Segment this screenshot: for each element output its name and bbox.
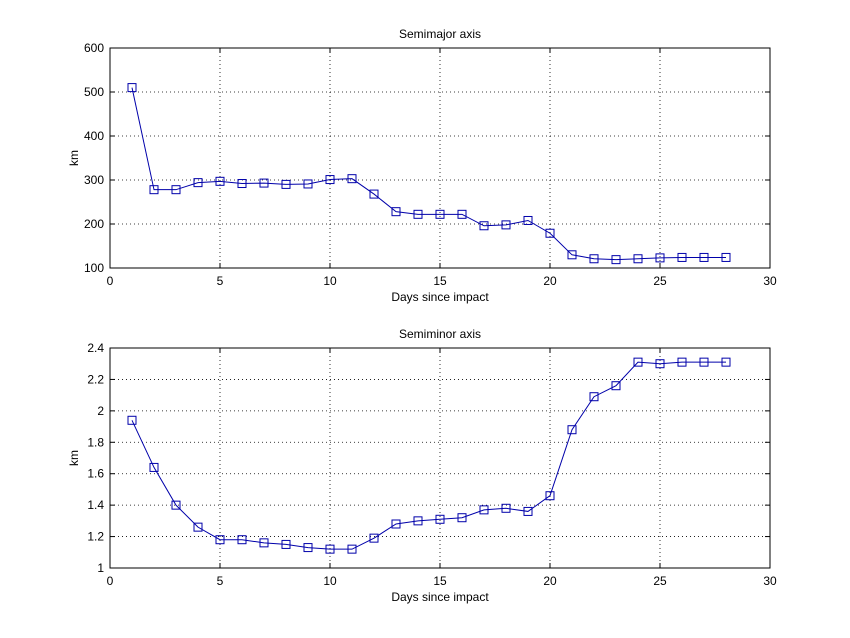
x-tick-label: 0 bbox=[107, 574, 114, 588]
x-axis-label: Days since impact bbox=[391, 590, 489, 604]
data-point-marker bbox=[413, 209, 423, 219]
y-axis-label: km bbox=[67, 150, 81, 166]
y-tick-label: 1.6 bbox=[87, 467, 104, 481]
semimajor-axis-chart: 0 5 10 15 20 25 30 100 200 300 400 500 600 Semimajor … bbox=[67, 27, 777, 304]
data-point-marker bbox=[171, 500, 181, 510]
y-tick-label: 100 bbox=[84, 261, 104, 275]
data-point-marker bbox=[655, 253, 665, 263]
semiminor-axis-chart: 0 5 10 15 20 25 30 1 1.2 1.4 1.6 1.8 2 2.2 2.4 Semimino… bbox=[67, 327, 777, 604]
y-tick-label: 1 bbox=[97, 561, 104, 575]
chart-title: Semiminor axis bbox=[399, 327, 481, 341]
data-point-marker bbox=[193, 178, 203, 188]
grid bbox=[110, 348, 770, 568]
data-point-marker bbox=[611, 381, 621, 391]
data-point-marker bbox=[127, 415, 137, 425]
y-tick-label: 1.8 bbox=[87, 435, 104, 449]
data-point-marker bbox=[259, 538, 269, 548]
data-point-marker bbox=[127, 83, 137, 93]
data-point-marker bbox=[413, 516, 423, 526]
series-line bbox=[131, 361, 726, 550]
data-point-marker bbox=[281, 539, 291, 549]
data-point-marker bbox=[567, 250, 577, 260]
y-tick-label: 500 bbox=[84, 85, 104, 99]
data-point-marker bbox=[237, 535, 247, 545]
data-point-marker bbox=[523, 215, 533, 225]
data-point-marker bbox=[479, 505, 489, 515]
data-point-marker bbox=[149, 462, 159, 472]
x-tick-label: 15 bbox=[433, 274, 447, 288]
data-point-marker bbox=[369, 189, 379, 199]
y-tick-label: 1.2 bbox=[87, 530, 104, 544]
data-point-marker bbox=[193, 522, 203, 532]
data-point-marker bbox=[589, 392, 599, 402]
y-tick-label: 600 bbox=[84, 41, 104, 55]
x-tick-label: 0 bbox=[107, 274, 114, 288]
x-tick-label: 5 bbox=[217, 574, 224, 588]
data-point-marker bbox=[215, 176, 225, 186]
data-point-marker bbox=[545, 491, 555, 501]
data-point-marker bbox=[545, 228, 555, 238]
data-point-marker bbox=[501, 220, 511, 230]
data-point-marker bbox=[457, 513, 467, 523]
x-tick-label: 15 bbox=[433, 574, 447, 588]
y-tick-label: 400 bbox=[84, 129, 104, 143]
data-point-marker bbox=[567, 425, 577, 435]
data-point-marker bbox=[435, 209, 445, 219]
x-tick-label: 10 bbox=[323, 274, 337, 288]
x-tick-label: 25 bbox=[653, 574, 667, 588]
y-tick-label: 300 bbox=[84, 173, 104, 187]
data-point-marker bbox=[633, 357, 643, 367]
y-tick-label: 1.4 bbox=[87, 498, 104, 512]
x-axis-label: Days since impact bbox=[391, 290, 489, 304]
data-point-marker bbox=[149, 185, 159, 195]
series-line bbox=[131, 87, 726, 261]
data-point-marker bbox=[171, 185, 181, 195]
data-point-marker bbox=[259, 178, 269, 188]
data-point-marker bbox=[281, 179, 291, 189]
data-point-marker bbox=[677, 357, 687, 367]
y-tick-label: 2.4 bbox=[87, 341, 104, 355]
data-point-marker bbox=[325, 544, 335, 554]
data-point-marker bbox=[699, 357, 709, 367]
data-point-marker bbox=[633, 254, 643, 264]
data-point-marker bbox=[457, 209, 467, 219]
x-tick-label: 10 bbox=[323, 574, 337, 588]
data-point-marker bbox=[611, 255, 621, 265]
x-tick-label: 30 bbox=[763, 574, 777, 588]
data-point-marker bbox=[721, 252, 731, 262]
data-point-marker bbox=[347, 174, 357, 184]
data-point-marker bbox=[501, 503, 511, 513]
x-tick-label: 25 bbox=[653, 274, 667, 288]
y-tick-label: 2 bbox=[97, 404, 104, 418]
data-point-marker bbox=[369, 533, 379, 543]
data-point-marker bbox=[699, 252, 709, 262]
data-point-marker bbox=[655, 359, 665, 369]
data-point-marker bbox=[391, 519, 401, 529]
x-tick-label: 20 bbox=[543, 274, 557, 288]
data-point-marker bbox=[391, 207, 401, 217]
grid bbox=[110, 48, 770, 268]
data-point-marker bbox=[677, 252, 687, 262]
y-tick-label: 200 bbox=[84, 217, 104, 231]
data-point-marker bbox=[721, 357, 731, 367]
data-point-marker bbox=[237, 179, 247, 189]
data-point-marker bbox=[589, 254, 599, 264]
x-tick-label: 30 bbox=[763, 274, 777, 288]
x-tick-label: 5 bbox=[217, 274, 224, 288]
data-point-marker bbox=[435, 514, 445, 524]
data-point-marker bbox=[479, 221, 489, 231]
y-tick-label: 2.2 bbox=[87, 372, 104, 386]
x-tick-label: 20 bbox=[543, 574, 557, 588]
data-point-marker bbox=[215, 535, 225, 545]
data-point-marker bbox=[303, 179, 313, 189]
y-axis-label: km bbox=[67, 450, 81, 466]
chart-title: Semimajor axis bbox=[399, 27, 481, 41]
data-point-marker bbox=[325, 175, 335, 185]
data-point-marker bbox=[347, 544, 357, 554]
data-point-marker bbox=[523, 506, 533, 516]
data-point-marker bbox=[303, 543, 313, 553]
